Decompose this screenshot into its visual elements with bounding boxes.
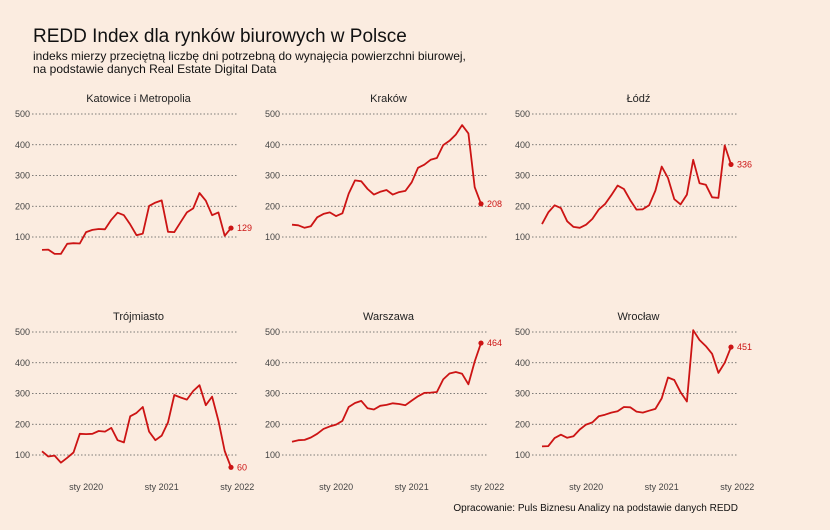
y-tick-label: 400	[15, 140, 30, 150]
y-tick-label: 100	[515, 232, 530, 242]
panel-3: Trójmiasto 100 200 300 400 500 60 sty 2020 sty 2…	[15, 311, 254, 492]
y-tick-label: 200	[15, 419, 30, 429]
x-tick-label: sty 2021	[145, 482, 179, 492]
end-point	[478, 201, 484, 207]
end-point	[478, 340, 484, 346]
y-tick-label: 400	[265, 140, 280, 150]
y-tick-label: 400	[15, 358, 30, 368]
y-tick-label: 500	[15, 109, 30, 119]
panel-title: Trójmiasto	[113, 311, 164, 323]
y-tick-label: 100	[265, 232, 280, 242]
end-value-label: 208	[487, 199, 502, 209]
end-point	[228, 225, 234, 231]
panel-1: Kraków 100 200 300 400 500 208	[265, 93, 502, 242]
y-tick-label: 500	[15, 327, 30, 337]
end-point	[728, 161, 734, 168]
source-caption: Opracowanie: Puls Biznesu Analizy na pod…	[453, 503, 738, 514]
series-line	[291, 124, 482, 229]
panel-title: Warszawa	[363, 311, 415, 323]
y-tick-label: 400	[265, 358, 280, 368]
series-line	[291, 342, 482, 443]
y-tick-label: 400	[515, 140, 530, 150]
x-tick-label: sty 2022	[220, 482, 254, 492]
y-tick-label: 100	[265, 450, 280, 460]
x-tick-label: sty 2022	[720, 482, 754, 492]
y-tick-label: 500	[515, 327, 530, 337]
x-tick-label: sty 2021	[645, 482, 679, 492]
y-tick-label: 300	[15, 171, 30, 181]
end-value-label: 129	[237, 223, 252, 233]
y-tick-label: 500	[265, 327, 280, 337]
panel-5: Wrocław 100 200 300 400 500 451 sty 2020 sty 202…	[515, 311, 754, 492]
x-tick-label: sty 2020	[69, 482, 103, 492]
chart-subtitle: indeks mierzy przeciętną liczbę dni potr…	[33, 49, 466, 76]
y-tick-label: 500	[515, 109, 530, 119]
panel-2: Łódź 100 200 300 400 500 336	[515, 93, 752, 242]
panel-0: Katowice i Metropolia 100 200 300 400 500 129	[15, 93, 252, 255]
panel-title: Kraków	[370, 93, 407, 105]
panel-4: Warszawa 100 200 300 400 500 464 sty 2020 sty 20…	[265, 311, 504, 492]
y-tick-label: 300	[515, 171, 530, 181]
chart-title: REDD Index dla rynków biurowych w Polsce	[33, 26, 407, 47]
y-tick-label: 100	[515, 450, 530, 460]
y-tick-label: 100	[15, 232, 30, 242]
end-value-label: 451	[737, 342, 752, 352]
end-value-label: 336	[737, 159, 752, 169]
panel-title: Katowice i Metropolia	[86, 93, 191, 105]
series-line	[541, 144, 732, 229]
y-tick-label: 500	[265, 109, 280, 119]
y-tick-label: 400	[515, 358, 530, 368]
end-point	[728, 344, 734, 350]
end-value-label: 464	[487, 338, 502, 348]
panel-title: Wrocław	[618, 311, 660, 323]
y-tick-label: 200	[515, 419, 530, 429]
y-tick-label: 200	[515, 201, 530, 211]
x-tick-label: sty 2022	[470, 482, 504, 492]
x-tick-label: sty 2020	[569, 482, 603, 492]
y-tick-label: 200	[265, 201, 280, 211]
end-point	[228, 464, 234, 470]
y-tick-label: 100	[15, 450, 30, 460]
x-tick-label: sty 2021	[395, 482, 429, 492]
y-tick-label: 200	[15, 201, 30, 211]
y-tick-label: 300	[265, 171, 280, 181]
series-line	[41, 384, 232, 468]
series-line	[41, 192, 232, 255]
y-tick-label: 300	[265, 389, 280, 399]
x-tick-label: sty 2020	[319, 482, 353, 492]
series-line	[541, 329, 732, 448]
y-tick-label: 300	[15, 389, 30, 399]
panel-title: Łódź	[627, 93, 651, 105]
y-tick-label: 300	[515, 389, 530, 399]
end-value-label: 60	[237, 462, 247, 472]
y-tick-label: 200	[265, 419, 280, 429]
